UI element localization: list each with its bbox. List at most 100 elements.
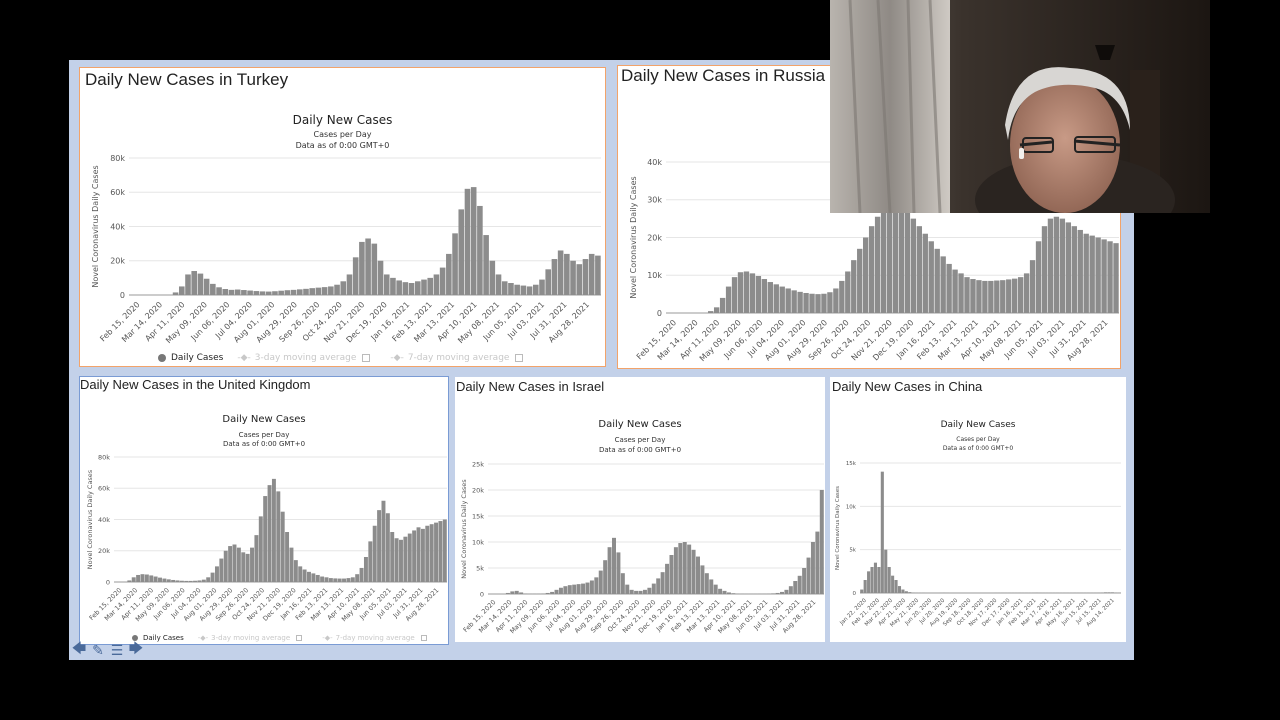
bar: [271, 478, 276, 582]
bar: [545, 269, 552, 295]
bar: [784, 589, 789, 594]
bar: [894, 580, 898, 593]
bar: [867, 571, 871, 593]
bar: [185, 274, 191, 295]
bar: [773, 284, 779, 313]
bar: [1083, 233, 1089, 313]
bar: [140, 574, 145, 582]
legend-daily-cases[interactable]: Daily Cases: [158, 353, 223, 363]
legend-line-icon: -◆-: [390, 353, 404, 363]
panel-united-kingdom: Daily New Cases in the United Kingdom Da…: [79, 376, 449, 645]
bar: [576, 264, 583, 295]
bar: [731, 277, 738, 313]
bar: [514, 590, 519, 594]
bar: [731, 593, 736, 594]
legend-7-day-average[interactable]: -◆- 7-day moving average: [390, 353, 529, 363]
bar: [153, 576, 158, 582]
bar: [582, 259, 589, 295]
slides-menu-icon[interactable]: ☰: [110, 641, 124, 658]
bar: [1029, 260, 1036, 313]
bar: [136, 574, 141, 582]
bar: [928, 241, 934, 313]
bar: [647, 587, 652, 594]
chart-subtitle: Cases per Day: [614, 436, 666, 444]
bar: [359, 241, 365, 295]
panel-heading: Daily New Cases in China: [832, 379, 983, 394]
bar: [505, 592, 510, 594]
bar: [779, 286, 785, 313]
bar: [821, 293, 827, 313]
bar: [421, 279, 427, 295]
bar: [1114, 592, 1118, 593]
bar: [149, 575, 154, 582]
bar: [526, 286, 533, 295]
bar: [934, 248, 940, 313]
bar: [1006, 279, 1012, 313]
bar: [166, 579, 171, 582]
legend-3-day-average[interactable]: -◆- 3-day moving average: [198, 634, 308, 642]
bar: [333, 578, 338, 582]
bar: [886, 205, 893, 313]
bar: [625, 584, 630, 594]
bar: [520, 285, 527, 295]
bar: [815, 294, 821, 313]
bar: [179, 580, 184, 582]
bar: [385, 513, 390, 582]
bar: [407, 533, 412, 582]
back-arrow-icon[interactable]: 🡄: [71, 640, 87, 656]
bar: [589, 580, 594, 594]
y-tick-label: 80k: [110, 154, 125, 163]
legend-3-day-average[interactable]: -◆- 3-day moving average: [237, 353, 376, 363]
bar: [749, 273, 756, 313]
bar: [302, 569, 307, 582]
legend-7-day-average[interactable]: -◆- 7-day moving average: [322, 634, 432, 642]
bar: [833, 288, 839, 313]
bar: [1107, 241, 1113, 313]
bar: [709, 579, 714, 594]
panel-heading: Daily New Cases in Turkey: [85, 70, 289, 89]
bar: [797, 291, 803, 313]
bar: [607, 547, 612, 594]
y-tick-label: 40k: [647, 158, 662, 167]
bar: [755, 276, 762, 313]
bar: [508, 283, 514, 295]
bar: [691, 549, 696, 594]
forward-arrow-icon[interactable]: 🡆: [128, 640, 144, 656]
bar: [514, 284, 520, 295]
bar: [253, 291, 260, 295]
bar: [851, 260, 857, 313]
bar: [303, 288, 309, 295]
bar: [863, 580, 867, 593]
bar: [232, 544, 237, 582]
bar: [171, 579, 176, 582]
pen-icon[interactable]: ✎: [92, 641, 104, 658]
bar: [719, 297, 726, 313]
bar: [452, 233, 458, 295]
chart-subtitle: Data as of 0:00 GMT+0: [222, 440, 306, 448]
bar: [1100, 592, 1104, 593]
bar: [551, 259, 558, 295]
legend-daily-cases[interactable]: Daily Cases: [132, 634, 184, 642]
chart-subtitle: Cases per Day: [956, 436, 1000, 443]
presenter-video-frame: [830, 0, 1210, 213]
bar: [901, 589, 905, 593]
bar: [197, 580, 202, 582]
bar: [788, 586, 793, 594]
y-tick-label: 10k: [647, 271, 662, 280]
bar: [289, 547, 294, 582]
bar: [1095, 237, 1101, 313]
russia-bar-chart: 0 10k 20k 30k 40k Novel Coronavirus Daily Cas…: [629, 158, 1119, 363]
bar: [952, 269, 958, 313]
bar: [350, 577, 355, 582]
bar: [188, 580, 193, 582]
bar: [1047, 218, 1054, 313]
bar: [259, 291, 266, 295]
turkey-bar-chart: 0 20k 40k 60k 80k Novel Coronavirus Daily Cas…: [91, 154, 601, 345]
bar: [634, 590, 639, 594]
bar: [433, 274, 440, 295]
checkbox-icon: [420, 635, 427, 641]
bar: [877, 567, 881, 593]
bar: [203, 278, 210, 295]
bar: [464, 188, 471, 295]
